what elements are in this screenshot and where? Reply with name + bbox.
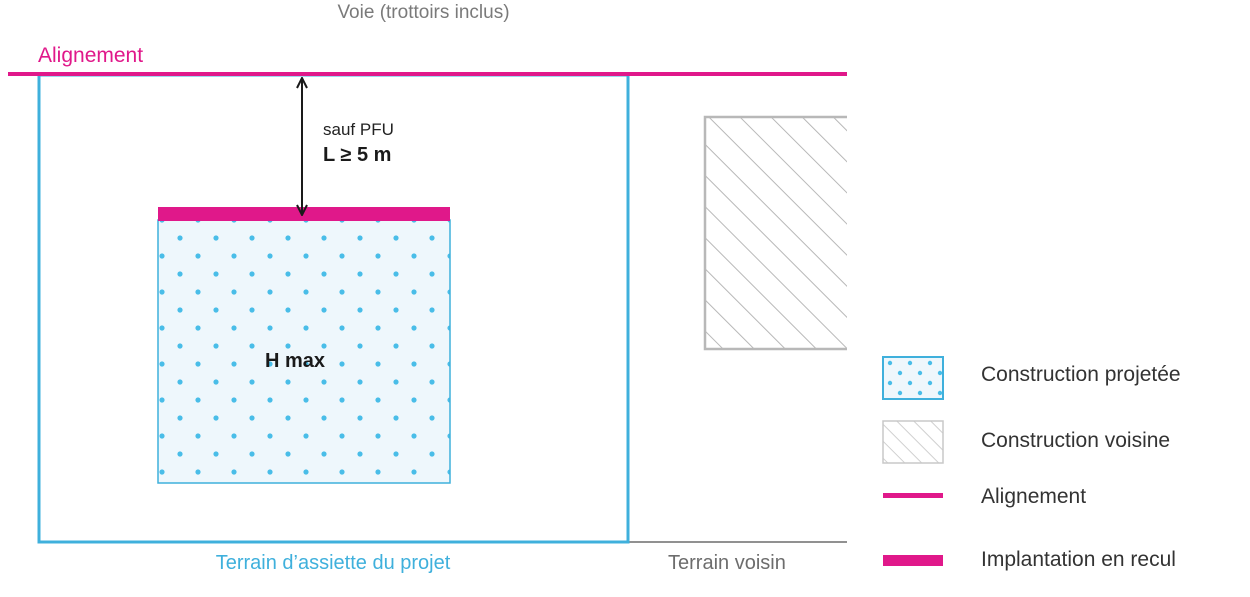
hatched-grey-square-icon bbox=[882, 420, 944, 464]
legend-label-setback: Implantation en recul bbox=[981, 548, 1176, 571]
thin-magenta-line-icon bbox=[883, 493, 943, 498]
project-plot-label: Terrain d’assiette du projet bbox=[215, 552, 451, 574]
neighbour-construction bbox=[705, 117, 847, 349]
setback-condition-label: sauf PFU bbox=[323, 120, 394, 139]
legend-label-alignment: Alignement bbox=[981, 485, 1087, 508]
height-label: H max bbox=[265, 350, 326, 372]
legend-label-projected: Construction projetée bbox=[981, 363, 1181, 386]
dotted-blue-square-icon-dots bbox=[882, 356, 944, 400]
projected-construction-dots bbox=[157, 219, 451, 484]
setback-bar bbox=[158, 207, 450, 221]
neighbour-plot-label: Terrain voisin bbox=[668, 552, 786, 574]
road-label: Voie (trottoirs inclus) bbox=[337, 2, 510, 23]
setback-distance-label: L ≥ 5 m bbox=[323, 144, 392, 166]
alignment-label: Alignement bbox=[38, 44, 144, 67]
thick-magenta-bar-icon bbox=[883, 555, 943, 566]
neighbour-construction-outline bbox=[703, 115, 847, 351]
legend-label-neighbour: Construction voisine bbox=[981, 429, 1171, 452]
